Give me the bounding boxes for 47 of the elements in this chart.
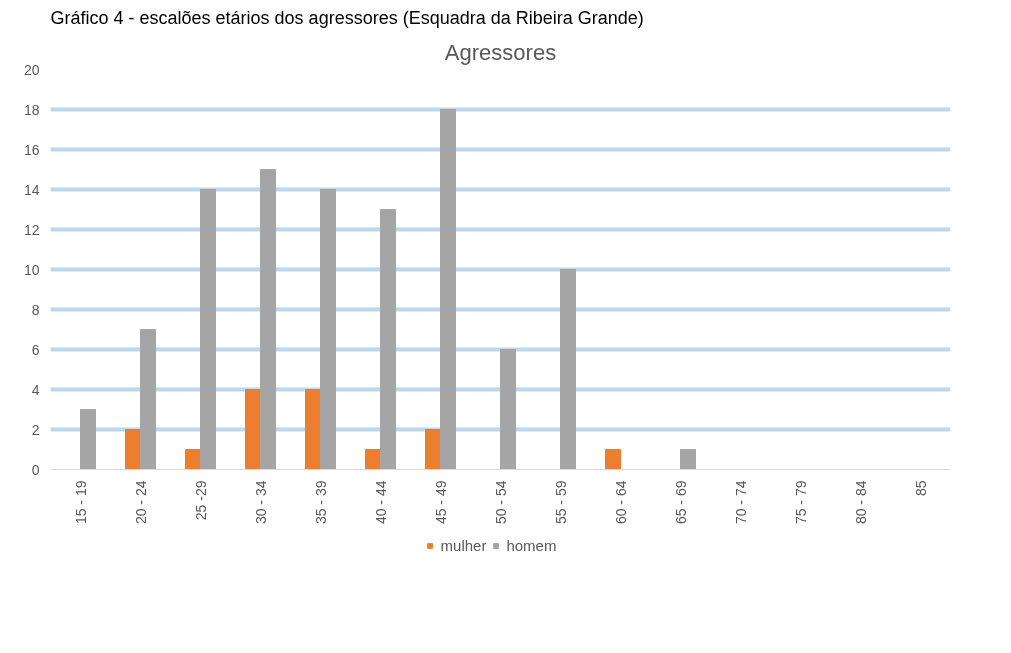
y-tick-label: 6 — [31, 341, 40, 358]
bar — [80, 409, 96, 470]
text: Gráfico 4 - escalões etários dos agressores (Esquadra da Ribeira Grande) — [50, 7, 644, 28]
x-tick-label: 85 — [912, 480, 929, 497]
bar — [185, 449, 201, 470]
legend-label: homem — [506, 536, 557, 554]
bar — [305, 389, 321, 470]
chart-title: Agressores — [444, 39, 557, 65]
bar — [380, 209, 396, 470]
bar — [125, 429, 141, 470]
x-tick-label: 65 - 69 — [672, 480, 689, 525]
y-tick-label: 14 — [23, 181, 40, 198]
bar — [560, 269, 576, 470]
legend-label: mulher — [440, 536, 487, 554]
y-tick-label: 8 — [31, 301, 40, 318]
x-tick-label: 40 - 44 — [372, 480, 389, 525]
y-tick-label: 0 — [31, 461, 40, 478]
y-tick-label: 18 — [23, 101, 40, 118]
bar — [425, 429, 441, 470]
bar — [245, 389, 261, 470]
x-tick-label: 60 - 64 — [612, 480, 629, 525]
x-tick-label: 15 - 19 — [72, 480, 89, 525]
bar — [365, 449, 381, 470]
x-tick-label: 50 - 54 — [492, 480, 509, 525]
bar — [500, 349, 516, 470]
bar — [440, 109, 456, 470]
x-tick-label: 25 -29 — [192, 480, 209, 521]
bar — [605, 449, 621, 470]
x-tick-label: 20 - 24 — [132, 480, 149, 525]
bar — [140, 329, 156, 470]
x-tick-label: 70 - 74 — [732, 480, 749, 525]
bar — [680, 449, 696, 470]
y-tick-label: 12 — [23, 221, 40, 238]
bar — [200, 189, 216, 470]
y-tick-label: 20 — [23, 61, 40, 78]
x-tick-label: 45 - 49 — [432, 480, 449, 525]
x-tick-label: 75 - 79 — [792, 480, 809, 525]
y-tick-label: 2 — [31, 421, 40, 438]
x-tick-label: 30 - 34 — [252, 480, 269, 525]
y-tick-label: 16 — [23, 141, 40, 158]
y-tick-label: 4 — [31, 381, 40, 398]
x-tick-label: 80 - 84 — [852, 480, 869, 525]
x-tick-label: 35 - 39 — [312, 480, 329, 525]
y-tick-label: 10 — [23, 261, 40, 278]
bar — [320, 189, 336, 470]
x-tick-label: 55 - 59 — [552, 480, 569, 525]
bar — [260, 169, 276, 470]
